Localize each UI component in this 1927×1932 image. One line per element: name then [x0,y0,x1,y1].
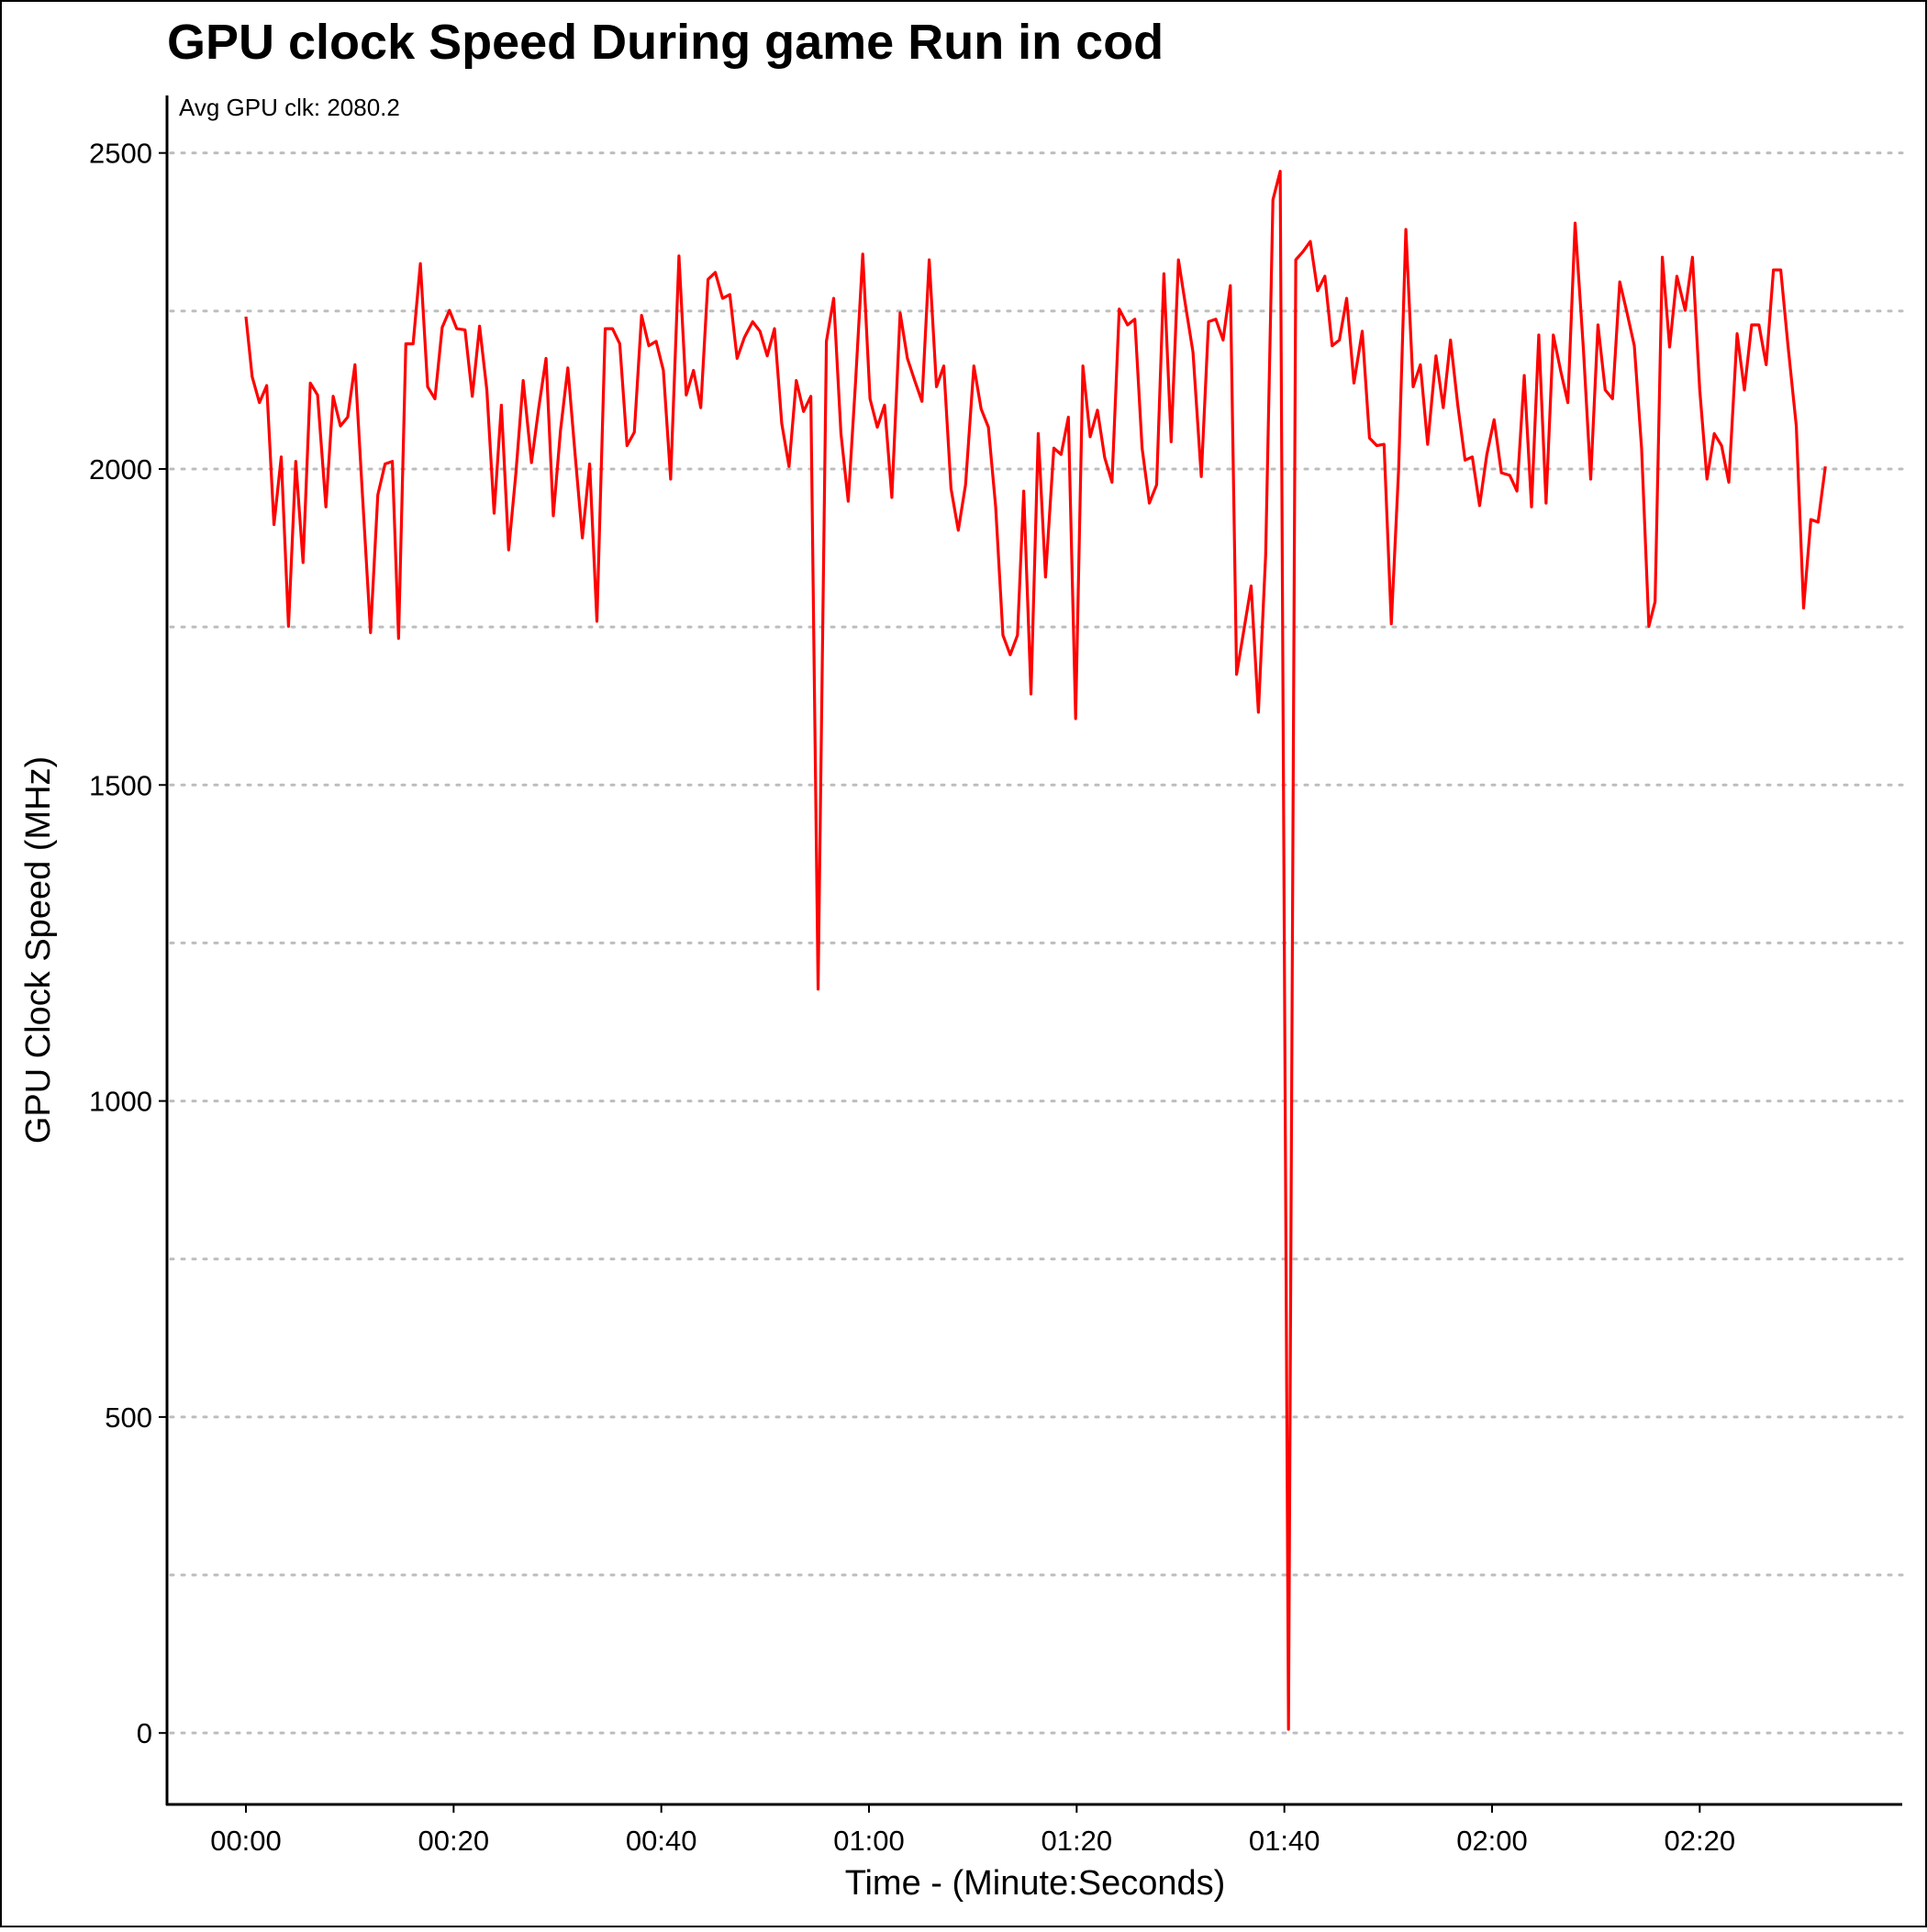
x-tick-label: 01:40 [1249,1825,1320,1857]
annotation: Avg GPU clk: 2080.2 [179,94,400,121]
y-tick-label: 0 [137,1717,152,1749]
x-tick-label: 01:20 [1041,1825,1113,1857]
y-tick-label: 1000 [89,1086,152,1118]
x-tick-label: 00:00 [210,1825,282,1857]
y-axis-label: GPU Clock Speed (MHz) [19,756,58,1144]
x-tick-label: 01:00 [833,1825,905,1857]
x-tick-label: 00:40 [626,1825,697,1857]
data-line [244,170,1827,1731]
y-tick-label: 1500 [89,769,152,801]
x-axis-label: Time - (Minute:Seconds) [845,1864,1226,1903]
y-tick-label: 2500 [89,138,152,170]
x-tick-label: 02:00 [1456,1825,1528,1857]
y-tick-label: 2000 [89,453,152,486]
y-tick-label: 500 [105,1402,152,1434]
x-tick-label: 00:20 [418,1825,490,1857]
x-tick-label: 02:20 [1665,1825,1736,1857]
chart-title: GPU clock Speed During game Run in cod [167,15,1164,70]
